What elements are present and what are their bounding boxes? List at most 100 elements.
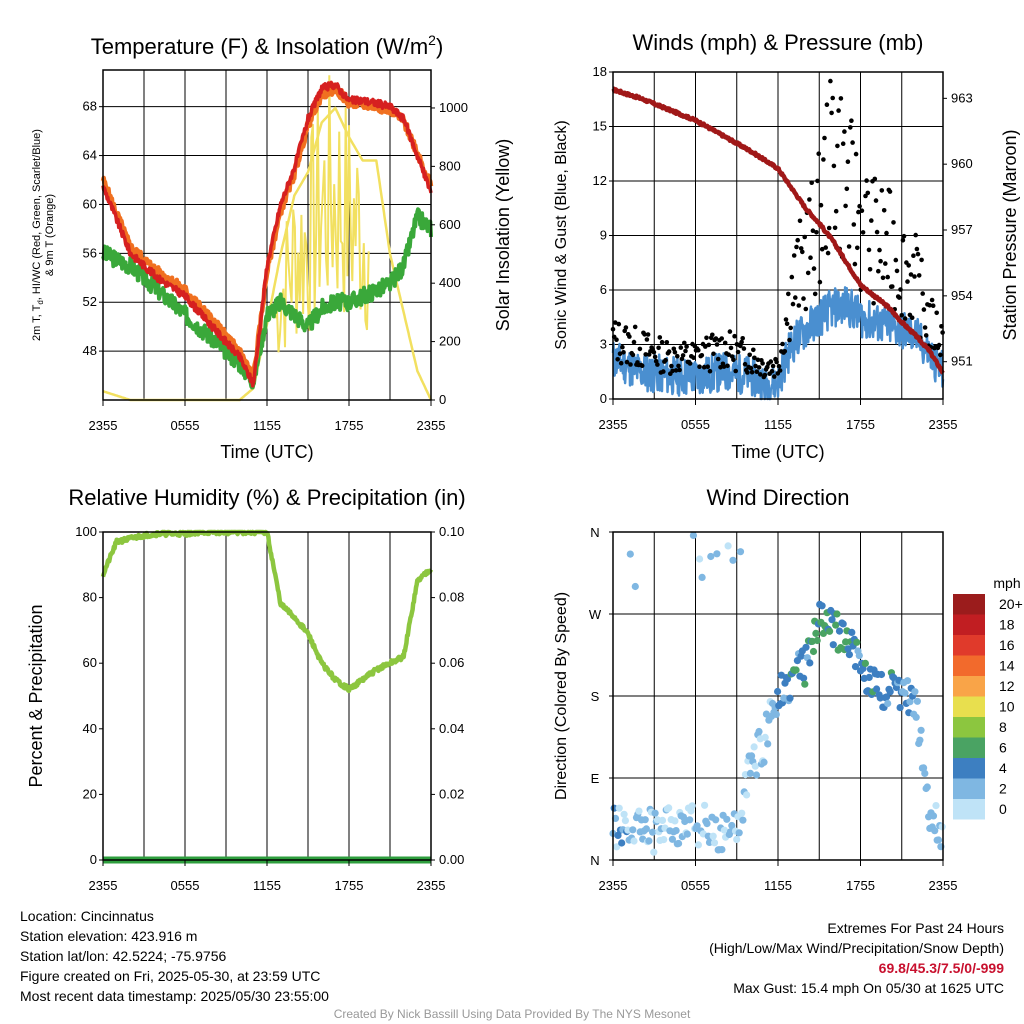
- x-tick-label: 2355: [929, 878, 958, 893]
- gust-point: [865, 190, 871, 196]
- winds-ylabel-left: Sonic Wind & Gust (Blue, Black): [553, 120, 570, 349]
- gust-point: [642, 332, 647, 337]
- direction-point: [828, 616, 836, 624]
- gust-point: [628, 362, 633, 367]
- legend-swatch: [953, 758, 985, 779]
- legend-swatch: [953, 778, 985, 799]
- direction-point: [783, 675, 792, 683]
- legend-label: 12: [999, 678, 1015, 694]
- gust-point: [661, 369, 666, 374]
- direction-point: [920, 764, 928, 772]
- dewpoint-line: [101, 207, 433, 390]
- gust-point: [774, 359, 779, 365]
- gust-point: [675, 353, 680, 359]
- legend-swatch: [953, 676, 985, 697]
- direction-point: [750, 743, 758, 751]
- y-tick-label: 48: [83, 343, 97, 358]
- direction-point: [873, 685, 881, 693]
- gust-point: [679, 356, 685, 362]
- gust-point: [676, 363, 681, 369]
- direction-point: [701, 801, 709, 809]
- x-tick-label: 1755: [335, 418, 364, 433]
- direction-point: [641, 816, 649, 824]
- direction-point: [658, 816, 667, 825]
- gust-point: [833, 208, 839, 214]
- gust-point: [860, 230, 866, 235]
- gust-point: [769, 368, 775, 374]
- legend-swatch: [953, 737, 985, 758]
- x-tick-label: 2355: [599, 417, 628, 432]
- direction-point: [760, 758, 768, 766]
- gust-point: [624, 359, 630, 365]
- gust-point: [844, 186, 850, 192]
- gust-point: [816, 151, 821, 156]
- gust-point: [914, 246, 920, 252]
- gust-point: [849, 118, 854, 123]
- gust-point: [697, 364, 702, 370]
- direction-point: [751, 762, 759, 770]
- gust-point: [620, 344, 625, 350]
- gust-point: [741, 346, 747, 351]
- gust-point: [615, 357, 620, 362]
- direction-point: [839, 620, 847, 628]
- direction-point: [752, 771, 761, 779]
- gust-point: [817, 279, 823, 285]
- direction-point: [932, 802, 940, 810]
- direction-point: [626, 550, 634, 558]
- gust-point: [891, 220, 896, 225]
- gust-point: [754, 369, 760, 375]
- latest-data-timestamp: Most recent data timestamp: 2025/05/30 2…: [20, 988, 329, 1004]
- direction-point: [668, 835, 677, 843]
- gust-point: [777, 368, 783, 373]
- gust-point: [733, 368, 738, 374]
- gust-point: [713, 336, 719, 341]
- direction-point: [630, 837, 638, 845]
- legend-label: 20+: [999, 596, 1023, 612]
- direction-point: [931, 827, 939, 835]
- gust-point: [673, 368, 679, 373]
- legend-label: 0: [999, 801, 1007, 817]
- gust-point: [756, 365, 762, 370]
- gust-point: [749, 369, 755, 375]
- gust-point: [718, 365, 723, 370]
- y-tick-label: 20: [83, 786, 97, 801]
- gust-point: [884, 230, 889, 236]
- station-info: Location: Cincinnatus Station elevation:…: [20, 906, 329, 1006]
- direction-point: [812, 629, 820, 638]
- direction-point: [912, 713, 920, 721]
- gust-point: [687, 361, 693, 366]
- gust-point: [822, 135, 827, 141]
- gust-point: [855, 245, 860, 251]
- gust-point: [893, 257, 899, 263]
- direction-point: [853, 638, 861, 646]
- station-location: Location: Cincinnatus: [20, 908, 154, 924]
- gust-point: [830, 95, 835, 101]
- temperature-ylabel-left-line2: & 9m T (Orange): [44, 194, 56, 276]
- y-tick-label: 18: [593, 64, 607, 79]
- gust-point: [783, 317, 789, 322]
- max-gust: Max Gust: 15.4 mph On 05/30 at 1625 UTC: [733, 980, 1004, 996]
- extremes-values: 69.8/45.3/7.5/0/-999: [878, 960, 1004, 976]
- gust-point: [762, 372, 768, 378]
- direction-point: [631, 582, 639, 591]
- gust-point: [818, 202, 824, 208]
- gust-point: [829, 110, 834, 116]
- gust-point: [770, 363, 776, 369]
- gust-point: [780, 341, 785, 347]
- gust-point: [738, 343, 743, 349]
- gust-point: [919, 257, 924, 263]
- speed-legend-unit: mph: [993, 575, 1020, 591]
- direction-point: [620, 810, 628, 818]
- direction-point: [934, 836, 943, 844]
- direction-point: [665, 804, 673, 812]
- y-tick-label: 0.10: [439, 524, 464, 539]
- legend-swatch: [953, 799, 985, 820]
- legend-swatch: [953, 717, 985, 738]
- direction-point: [806, 659, 814, 667]
- gust-point: [616, 321, 622, 327]
- gust-point: [789, 274, 795, 280]
- gust-point: [755, 357, 761, 363]
- gust-point: [682, 340, 687, 346]
- gust-point: [715, 356, 721, 362]
- gust-point: [623, 325, 629, 330]
